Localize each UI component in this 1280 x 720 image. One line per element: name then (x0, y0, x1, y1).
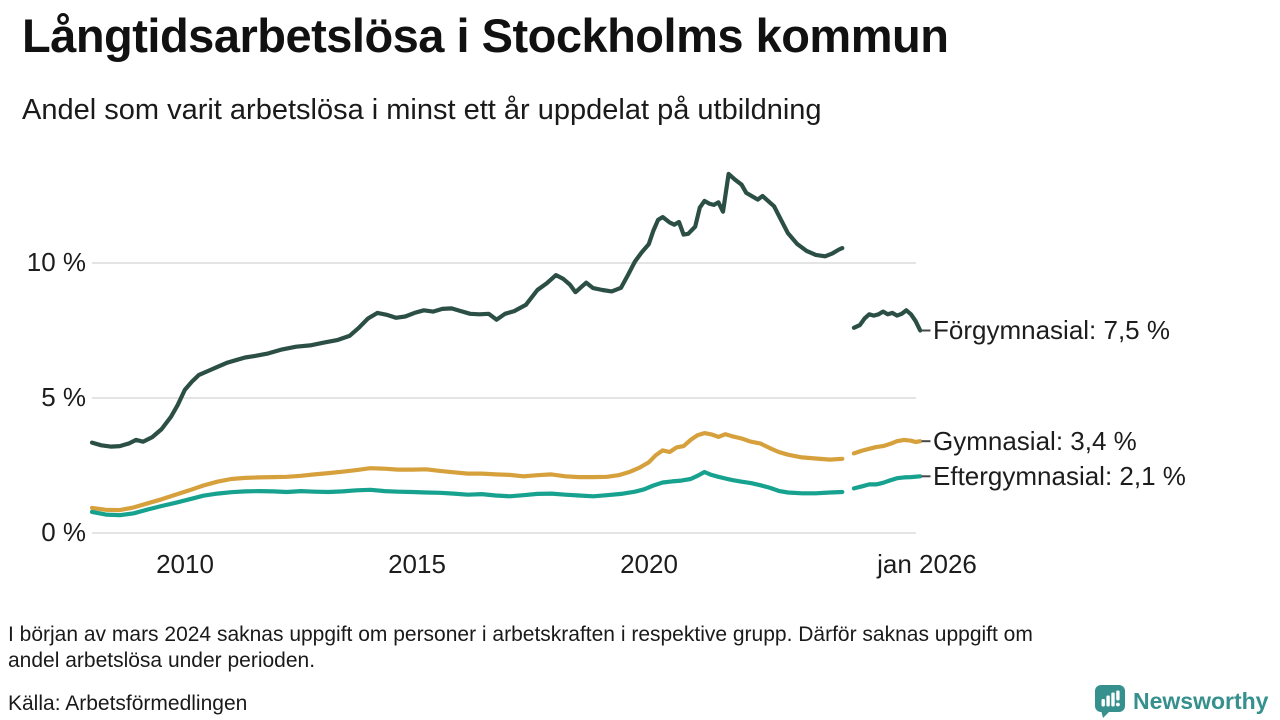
y-axis-tick-5: 5 % (41, 382, 86, 412)
newsworthy-logo: Newsworthy (1094, 684, 1268, 718)
x-axis-tick-jan-2026: jan 2026 (877, 549, 977, 579)
newsworthy-wordmark: Newsworthy (1133, 688, 1269, 714)
y-axis-tick-0: 0 % (41, 517, 86, 547)
series-line-gymnasial-before-gap (89, 431, 845, 513)
source-credit: Källa: Arbetsförmedlingen (8, 692, 248, 715)
x-axis-tick-2020: 2020 (620, 549, 678, 579)
series-line-eftergymnasial-before-gap (89, 469, 845, 518)
x-axis-tick-2010: 2010 (156, 549, 214, 579)
x-axis-tick-2015: 2015 (388, 549, 446, 579)
footnote-line-2: andel arbetslösa under perioden. (8, 649, 316, 672)
footnote: I början av mars 2024 saknas uppgift om … (8, 622, 1033, 674)
series-label-eftergymnasial: Eftergymnasial: 2,1 % (933, 461, 1186, 491)
newsworthy-bubble-chart-icon (1095, 685, 1125, 718)
y-axis-tick-10: 10 % (26, 247, 86, 277)
series-line-gymnasial-after-gap (851, 437, 923, 456)
series-label-gymnasial: Gymnasial: 3,4 % (933, 426, 1137, 456)
page-subtitle: Andel som varit arbetslösa i minst ett å… (22, 94, 822, 126)
series-label-forgymnasial: Förgymnasial: 7,5 % (933, 315, 1170, 345)
page-title: Långtidsarbetslösa i Stockholms kommun (22, 9, 949, 62)
series-line-forgymnasial-after-gap (851, 308, 923, 333)
footnote-line-1: I början av mars 2024 saknas uppgift om … (8, 623, 1033, 646)
series-line-forgymnasial-before-gap (89, 171, 845, 449)
series-line-eftergymnasial-after-gap (851, 474, 923, 491)
